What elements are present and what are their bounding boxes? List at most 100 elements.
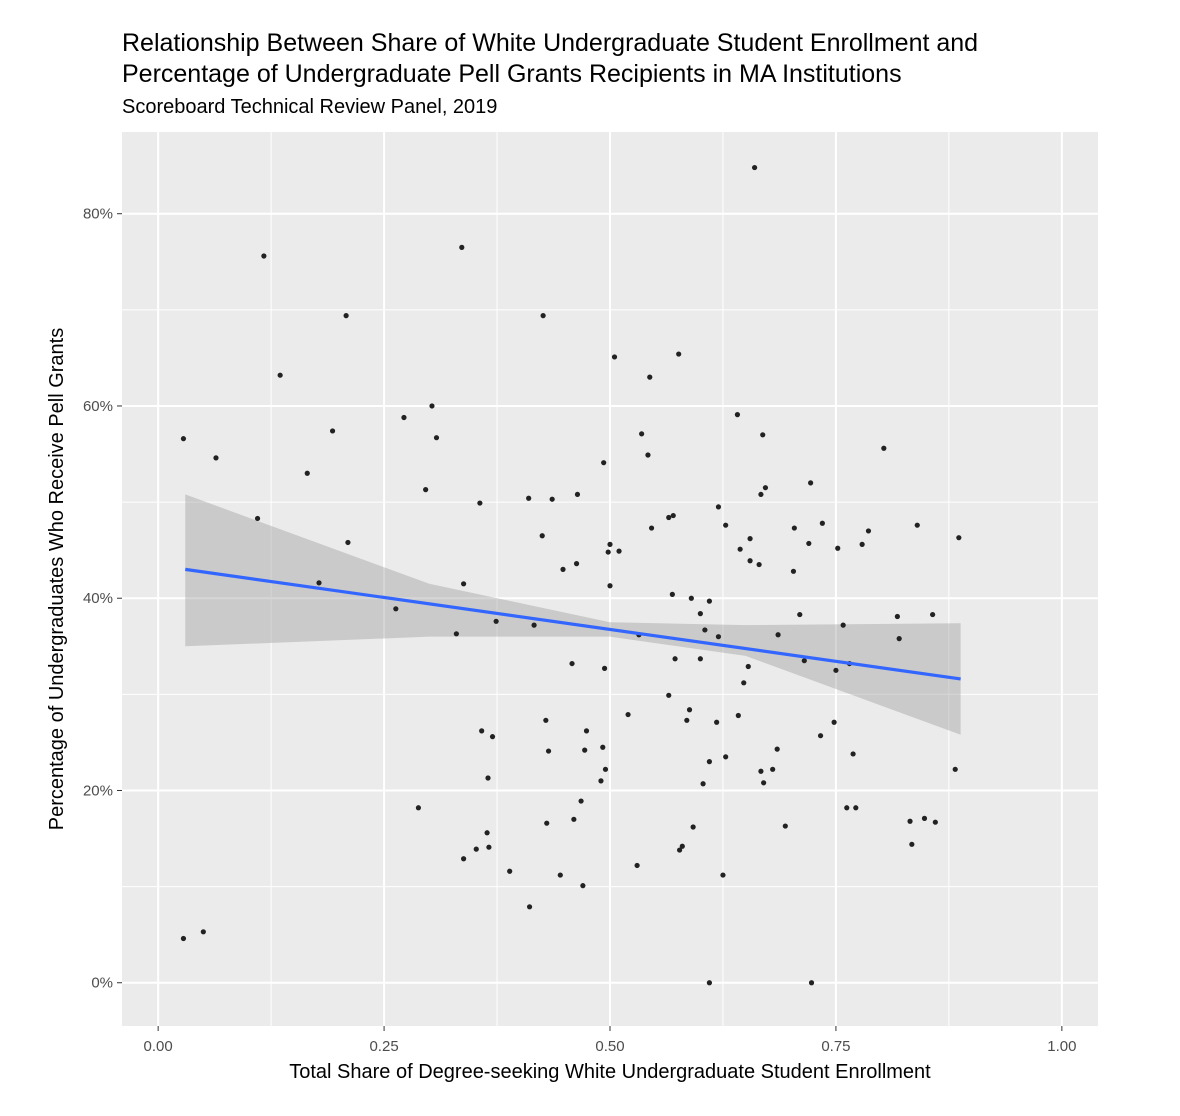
x-axis: 0.00 0.25 0.50 0.75 1.00: [144, 1026, 1076, 1055]
y-tick-label: 60%: [83, 398, 113, 415]
data-point: [770, 766, 776, 772]
data-point: [850, 751, 856, 757]
confidence-band-layer: [185, 494, 961, 735]
data-point: [723, 522, 729, 528]
data-point: [605, 549, 611, 555]
data-point: [526, 495, 532, 501]
data-point: [578, 798, 584, 804]
data-point: [734, 412, 741, 418]
data-point: [180, 436, 187, 442]
data-point: [560, 566, 566, 572]
data-point: [345, 539, 351, 546]
data-point: [200, 929, 206, 935]
data-point: [817, 733, 824, 739]
data-point: [690, 824, 696, 830]
data-point: [648, 525, 655, 531]
data-point: [277, 372, 283, 378]
data-point: [782, 823, 788, 829]
data-point: [741, 680, 747, 686]
data-point: [580, 883, 586, 889]
data-point: [706, 759, 713, 765]
data-point: [461, 581, 467, 587]
data-point: [666, 692, 672, 698]
data-point: [706, 980, 713, 986]
data-point: [723, 754, 729, 760]
data-point: [859, 541, 865, 547]
data-point: [747, 558, 753, 564]
data-point: [180, 935, 187, 942]
data-point: [684, 717, 690, 723]
y-axis: 0% 20% 40% 60% 80%: [83, 206, 122, 992]
data-point: [539, 533, 545, 539]
chart-title: Relationship Between Share of White Unde…: [122, 28, 978, 90]
data-point: [676, 847, 683, 853]
data-point: [758, 491, 764, 498]
data-point: [433, 435, 440, 441]
x-tick-label: 1.00: [1047, 1038, 1076, 1055]
points-layer: [180, 164, 962, 986]
data-point: [329, 428, 336, 434]
data-point: [894, 613, 900, 620]
data-point: [840, 622, 846, 628]
data-point: [833, 667, 839, 673]
data-point: [688, 595, 694, 601]
data-point: [601, 460, 607, 466]
data-point: [715, 504, 722, 510]
data-point: [670, 512, 676, 519]
data-point: [714, 719, 720, 725]
data-point: [697, 611, 703, 617]
data-point: [881, 445, 887, 451]
x-tick-label: 0.25: [369, 1038, 398, 1055]
data-point: [343, 313, 349, 319]
data-point: [459, 244, 465, 250]
chart-title-line-1: Relationship Between Share of White Unde…: [122, 29, 979, 57]
data-point: [679, 843, 685, 849]
data-point: [473, 846, 479, 852]
x-tick-label: 0.50: [595, 1038, 624, 1055]
data-point: [819, 520, 825, 526]
data-point: [393, 606, 399, 612]
data-point: [844, 805, 850, 811]
data-point: [751, 164, 758, 171]
data-point: [676, 351, 682, 357]
x-tick-label: 0.00: [144, 1038, 173, 1055]
data-point: [756, 561, 762, 568]
data-point: [672, 656, 678, 662]
data-point: [574, 491, 581, 498]
data-point: [761, 780, 767, 786]
data-point: [573, 561, 580, 567]
data-point: [853, 805, 859, 811]
data-point: [775, 632, 781, 638]
data-point: [582, 747, 588, 753]
data-point: [790, 568, 797, 574]
data-point: [611, 354, 618, 360]
data-point: [645, 452, 651, 458]
data-point: [213, 455, 219, 461]
data-point: [477, 500, 483, 506]
data-point: [304, 470, 310, 476]
data-point: [831, 719, 837, 725]
data-point: [602, 766, 609, 772]
data-point: [485, 775, 491, 781]
fit-line-layer: [185, 567, 961, 681]
data-point: [914, 522, 920, 528]
data-point: [484, 830, 490, 836]
y-axis-title: Percentage of Undergraduates Who Receive…: [46, 328, 68, 831]
data-point: [760, 432, 766, 438]
data-point: [634, 862, 640, 869]
data-point: [254, 515, 261, 522]
y-tick-label: 80%: [83, 206, 113, 223]
data-point: [616, 548, 622, 554]
x-axis-title: Total Share of Degree-seeking White Unde…: [289, 1061, 931, 1083]
data-point: [706, 598, 713, 604]
x-tick-label: 0.75: [821, 1038, 850, 1055]
data-point: [526, 904, 533, 910]
data-point: [544, 820, 550, 826]
data-point: [762, 485, 769, 491]
fit-line: [185, 567, 961, 681]
data-point: [745, 663, 751, 670]
data-point: [479, 728, 485, 734]
y-tick-label: 0%: [91, 975, 113, 992]
chart-subtitle: Scoreboard Technical Review Panel, 2019: [122, 96, 498, 118]
